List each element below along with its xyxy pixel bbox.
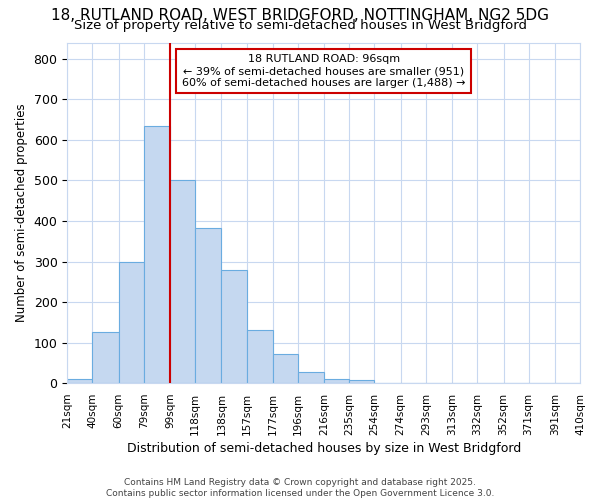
Bar — [247, 330, 273, 383]
Bar — [92, 332, 119, 383]
Bar — [170, 180, 195, 383]
Y-axis label: Number of semi-detached properties: Number of semi-detached properties — [15, 104, 28, 322]
Bar — [119, 262, 144, 383]
X-axis label: Distribution of semi-detached houses by size in West Bridgford: Distribution of semi-detached houses by … — [127, 442, 521, 455]
Text: 18, RUTLAND ROAD, WEST BRIDGFORD, NOTTINGHAM, NG2 5DG: 18, RUTLAND ROAD, WEST BRIDGFORD, NOTTIN… — [51, 8, 549, 22]
Bar — [221, 270, 247, 383]
Bar — [298, 372, 324, 383]
Text: Contains HM Land Registry data © Crown copyright and database right 2025.
Contai: Contains HM Land Registry data © Crown c… — [106, 478, 494, 498]
Text: 18 RUTLAND ROAD: 96sqm
← 39% of semi-detached houses are smaller (951)
60% of se: 18 RUTLAND ROAD: 96sqm ← 39% of semi-det… — [182, 54, 466, 88]
Bar — [67, 379, 92, 383]
Bar — [195, 228, 221, 383]
Text: Size of property relative to semi-detached houses in West Bridgford: Size of property relative to semi-detach… — [74, 19, 527, 32]
Bar — [273, 354, 298, 383]
Bar — [324, 379, 349, 383]
Bar — [144, 126, 170, 383]
Bar — [349, 380, 374, 383]
